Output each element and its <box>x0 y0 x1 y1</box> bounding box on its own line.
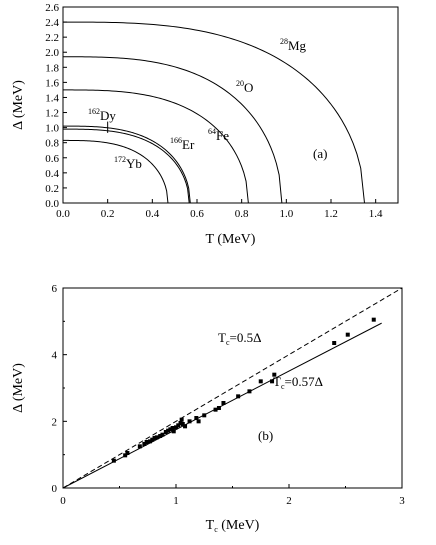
panel-a-ytick-label: 0.6 <box>45 153 59 165</box>
curve-28Mg <box>63 21 365 204</box>
panel-a-xtick-label: 0.2 <box>101 208 115 220</box>
panel-a-ytick-label: 1.6 <box>45 77 59 89</box>
panel-a-ytick-label: 1.4 <box>45 92 59 104</box>
data-point <box>170 426 175 430</box>
curve-64Fe <box>63 89 249 204</box>
data-point <box>174 425 178 430</box>
panel-a-ytick-label: 2.4 <box>45 17 59 29</box>
data-point <box>144 440 149 444</box>
line-dashed <box>62 287 403 489</box>
label-28Mg: 28Mg <box>280 37 307 53</box>
panel-a-ytick-label: 1.8 <box>45 62 59 74</box>
label-20O: 20O <box>236 79 253 95</box>
label-172Yb: 172Yb <box>114 155 142 171</box>
panel-a-xtick-label: 1.4 <box>369 208 383 220</box>
panel-a-xtick-label: 0.8 <box>235 208 249 220</box>
panel-b: 0 1 2 3 0 2 4 6 Tc=0.5Δ Tc=0.57Δ (b) Tc (MeV) Δ (MeV… <box>11 283 405 534</box>
line-solid <box>62 322 382 489</box>
label-166Er: 166Er <box>170 136 195 152</box>
data-point <box>196 419 201 424</box>
data-point <box>123 453 128 458</box>
panel-a-frame <box>62 6 399 204</box>
data-point <box>194 416 199 420</box>
curve-162Dy <box>63 125 191 204</box>
data-point <box>272 372 277 377</box>
line-label-solid: Tc=0.57Δ <box>273 374 323 391</box>
data-point <box>125 451 130 455</box>
data-point <box>111 458 116 463</box>
data-point <box>345 332 350 337</box>
data-point <box>148 439 153 444</box>
data-point <box>187 419 192 424</box>
data-point <box>137 444 142 449</box>
data-point <box>171 429 176 434</box>
panel-a-xtick-label: 1.0 <box>279 208 293 220</box>
curve-172Yb <box>63 139 169 204</box>
data-point <box>332 341 337 345</box>
data-point <box>166 428 171 433</box>
data-point <box>158 434 163 438</box>
panel-a-label: (a) <box>313 146 327 161</box>
data-point <box>179 417 184 422</box>
panel-a-ytick-label: 0.0 <box>45 198 59 210</box>
panel-b-xlabel: Tc (MeV) <box>206 518 260 534</box>
data-point <box>258 379 263 384</box>
data-point <box>152 436 157 440</box>
panel-a-ytick-label: 0.2 <box>45 183 59 195</box>
panel-b-ytick-label: 0 <box>52 483 58 495</box>
panel-b-xtick-label: 1 <box>173 495 179 507</box>
panel-a-ylabel: Δ (MeV) <box>11 80 26 130</box>
panel-a-xtick-label: 0.0 <box>56 208 70 220</box>
line-label-dashed: Tc=0.5Δ <box>218 330 261 347</box>
data-point <box>142 442 147 446</box>
panel-a-ytick-label: 1.0 <box>45 123 59 135</box>
panel-a-ytick-label: 0.4 <box>45 168 59 180</box>
data-point <box>247 389 252 394</box>
label-64Fe: 64Fe <box>208 127 229 143</box>
panel-a-xtick-label: 0.6 <box>190 208 204 220</box>
panel-a: 0.0 0.2 0.4 0.6 0.8 1.0 1.2 1.4 0.0 0.2 0.4 0.6 0.8 1… <box>11 2 399 247</box>
panel-b-label: (b) <box>258 428 273 443</box>
data-point <box>236 394 241 399</box>
data-point <box>183 424 188 429</box>
data-point <box>168 427 173 432</box>
panel-b-ytick-label: 6 <box>52 283 58 295</box>
panel-a-ytick-label: 0.8 <box>45 138 59 150</box>
panel-b-ylabel: Δ (MeV) <box>11 363 26 413</box>
panel-a-xlabel: T (MeV) <box>206 232 256 247</box>
panel-a-ytick-label: 1.2 <box>45 108 59 120</box>
panel-a-ytick-label: 2.2 <box>45 32 59 44</box>
curve-166Er <box>63 128 190 204</box>
panel-a-xtick-label: 1.2 <box>324 208 338 220</box>
curve-20O <box>63 56 283 204</box>
panel-b-xtick-label: 2 <box>286 495 292 507</box>
data-point <box>371 317 376 322</box>
data-point <box>150 437 155 442</box>
data-point <box>176 423 181 428</box>
panel-a-ytick-label: 2.6 <box>45 2 59 14</box>
data-point <box>221 401 226 405</box>
data-point <box>163 430 168 434</box>
label-162Dy: 162Dy <box>88 107 116 123</box>
panel-a-ytick-label: 2.0 <box>45 47 59 59</box>
data-point <box>178 421 183 425</box>
data-point <box>216 406 221 410</box>
data-point <box>270 379 275 384</box>
data-point <box>213 407 218 412</box>
data-point <box>180 422 185 426</box>
panel-b-ytick-label: 4 <box>52 350 58 362</box>
data-point <box>160 432 165 437</box>
data-point <box>202 413 207 418</box>
panel-b-xtick-label: 3 <box>399 495 405 507</box>
panel-b-ytick-label: 2 <box>52 416 58 428</box>
panel-a-xtick-label: 0.4 <box>145 208 159 220</box>
data-point <box>154 435 159 440</box>
panel-b-xtick-label: 0 <box>60 495 66 507</box>
